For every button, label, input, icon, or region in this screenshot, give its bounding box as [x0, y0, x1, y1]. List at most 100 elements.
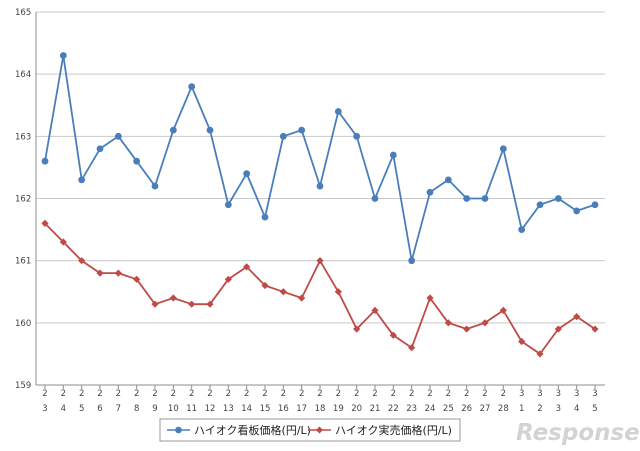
data-point-series-2	[96, 269, 104, 277]
data-point-series-2	[59, 238, 67, 246]
x-tick-label-month: 2	[61, 389, 66, 399]
x-tick-label-month: 3	[519, 389, 524, 399]
data-point-series-2	[316, 257, 324, 265]
x-tick-label-day: 19	[333, 404, 344, 414]
series-layer	[41, 52, 599, 358]
legend: ハイオク看板価格(円/L) ハイオク実売価格(円/L)	[159, 418, 461, 442]
y-tick-label-162: 162	[15, 195, 31, 205]
data-point-series-1	[298, 126, 306, 134]
legend-label-1: ハイオク看板価格(円/L)	[194, 423, 311, 437]
x-tick-label-month: 2	[317, 389, 322, 399]
legend-item-2: ハイオク実売価格(円/L)	[308, 423, 452, 437]
x-tick-label-month: 3	[537, 389, 542, 399]
data-point-series-1	[96, 145, 104, 153]
x-tick-label-month: 2	[372, 389, 377, 399]
response-watermark: Response.	[516, 420, 640, 446]
x-tick-label-day: 11	[186, 404, 197, 414]
x-tick-label-day: 27	[480, 404, 491, 414]
data-point-series-1	[573, 207, 581, 215]
data-point-series-2	[481, 319, 489, 327]
x-tick-label-day: 8	[134, 404, 139, 414]
x-tick-label-month: 2	[427, 389, 432, 399]
data-point-series-1	[279, 132, 287, 140]
x-tick-label-day: 6	[97, 404, 102, 414]
data-point-series-2	[243, 263, 251, 271]
data-point-series-1	[261, 213, 269, 221]
x-tick-label-day: 18	[315, 404, 326, 414]
x-tick-label-month: 2	[116, 389, 121, 399]
data-point-series-2	[78, 257, 86, 265]
x-tick-label-month: 2	[464, 389, 469, 399]
data-point-series-2	[188, 300, 196, 308]
x-tick-label-month: 2	[409, 389, 414, 399]
data-point-series-1	[169, 126, 177, 134]
x-tick-label-day: 3	[42, 404, 47, 414]
data-point-series-2	[353, 325, 361, 333]
data-point-series-1	[426, 188, 434, 196]
data-point-series-2	[426, 294, 434, 302]
x-tick-label-month: 2	[171, 389, 176, 399]
legend-marker-diamond	[316, 426, 323, 434]
data-point-series-1	[59, 52, 67, 59]
x-tick-label-day: 21	[370, 404, 381, 414]
data-point-series-2	[463, 325, 471, 333]
y-tick-label-163: 163	[15, 132, 31, 142]
x-tick-label-month: 2	[189, 389, 194, 399]
x-tick-label-day: 4	[574, 404, 579, 414]
x-tick-label-day: 16	[278, 404, 289, 414]
x-tick-label-day: 9	[152, 404, 157, 414]
data-point-series-2	[408, 344, 416, 352]
x-tick-label-day: 20	[351, 404, 362, 414]
x-tick-label-month: 3	[556, 389, 561, 399]
series-line-2	[44, 222, 596, 355]
x-tick-label-day: 26	[461, 404, 472, 414]
data-point-series-1	[41, 157, 49, 165]
data-point-series-1	[554, 195, 562, 202]
x-tick-label-day: 25	[443, 404, 454, 414]
data-point-series-2	[41, 219, 49, 227]
data-point-series-2	[573, 313, 581, 321]
x-tick-label-month: 2	[391, 389, 396, 399]
y-tick-label-164: 164	[15, 70, 31, 80]
x-tick-label-month: 2	[299, 389, 304, 399]
x-tick-label-month: 2	[281, 389, 286, 399]
x-tick-label-month: 3	[574, 389, 579, 399]
x-tick-label-day: 13	[223, 404, 234, 414]
data-point-series-2	[224, 275, 232, 283]
data-point-series-2	[536, 350, 544, 358]
x-tick-label-day: 24	[425, 404, 436, 414]
data-point-series-2	[114, 269, 122, 277]
data-point-series-1	[481, 195, 489, 202]
x-tick-label-month: 2	[501, 389, 506, 399]
data-point-series-1	[188, 83, 196, 90]
data-point-series-1	[371, 195, 379, 202]
x-tick-label-month: 2	[79, 389, 84, 399]
data-point-series-1	[133, 157, 141, 165]
x-tick-label-day: 5	[592, 404, 597, 414]
x-tick-label-month: 2	[152, 389, 157, 399]
x-tick-label-day: 23	[406, 404, 417, 414]
data-point-series-2	[261, 281, 269, 290]
x-tick-label-day: 4	[61, 404, 66, 414]
gridlines	[36, 11, 605, 386]
x-tick-label-month: 2	[446, 389, 451, 399]
data-point-series-2	[151, 300, 159, 308]
data-point-series-1	[206, 126, 214, 134]
x-tick-label-day: 5	[79, 404, 84, 414]
x-tick-label-day: 2	[537, 404, 542, 414]
data-point-series-2	[279, 288, 287, 296]
legend-label-2: ハイオク実売価格(円/L)	[335, 423, 452, 437]
data-point-series-1	[408, 257, 416, 265]
data-point-series-1	[463, 195, 471, 202]
legend-marker-circle	[175, 426, 182, 434]
x-tick-label-day: 14	[241, 404, 252, 414]
data-point-series-1	[78, 176, 86, 184]
data-point-series-1	[499, 145, 507, 153]
data-point-series-2	[169, 294, 177, 302]
data-point-series-2	[206, 300, 214, 308]
data-point-series-2	[298, 294, 306, 302]
data-point-series-1	[536, 201, 544, 209]
x-axis: 2324252627282921021121221321421521621721…	[42, 385, 598, 414]
x-tick-label-month: 2	[226, 389, 231, 399]
